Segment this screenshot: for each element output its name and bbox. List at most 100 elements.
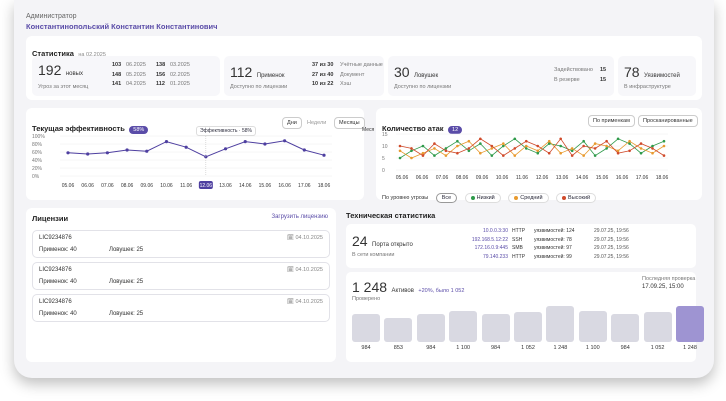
x-tick: 10.06	[496, 175, 509, 181]
asset-bar	[449, 311, 478, 342]
count: 141	[112, 81, 122, 87]
ratio: 10 из 22	[312, 81, 334, 87]
threats-box: 192 новых Угроз за этот месяц 103 06.2025…	[32, 56, 220, 96]
data-point	[502, 154, 505, 157]
tab-scanned[interactable]: Просканированные	[638, 115, 698, 127]
license-applied: Применок: 40	[39, 311, 77, 317]
tab-months[interactable]: Месяцы	[334, 117, 365, 129]
data-point	[662, 144, 666, 148]
months-tab-overflow: Меся	[362, 127, 375, 133]
port-protocol: SMB	[512, 245, 523, 251]
filter-high[interactable]: Высокий	[556, 193, 597, 203]
data-point	[559, 144, 562, 148]
port-ip: 79.140.233	[482, 253, 508, 260]
x-tick: 15.06	[596, 175, 609, 181]
data-point	[662, 139, 666, 143]
license-date: 🗓 04.10.2025	[286, 299, 323, 305]
data-point	[105, 151, 109, 155]
type: Документ	[340, 71, 365, 78]
data-point	[433, 142, 436, 145]
asset-bar	[416, 314, 445, 342]
x-tick: 12.06	[536, 175, 549, 181]
filter-medium-label: Средний	[520, 195, 543, 201]
data-point	[628, 142, 631, 145]
license-item[interactable]: LIC9234876 Применок: 40 Ловушек: 25 🗓 04.10…	[32, 230, 330, 258]
filter-low-label: Низкий	[476, 195, 495, 201]
vuln-label: Уязвимостей	[644, 73, 680, 79]
x-tick: 11.06	[516, 175, 528, 181]
vuln-box: 78 Уязвимостей В инфраструктуре	[618, 56, 696, 96]
assets-change: +20%, было 1 052	[418, 288, 465, 294]
license-id: LIC9234876	[39, 235, 72, 241]
asset-bar	[384, 318, 413, 342]
x-tick: 08.06	[456, 175, 469, 181]
port-ip: 10.0.0.3:30	[482, 228, 508, 234]
tab-by-applied[interactable]: По применкам	[588, 115, 635, 127]
port-vulns: уязвимостей: 78	[534, 236, 572, 243]
data-point	[616, 149, 620, 153]
data-point	[302, 148, 306, 152]
data-point	[628, 139, 631, 143]
data-point	[433, 147, 436, 150]
y-tick: 15	[382, 132, 388, 138]
data-point	[605, 139, 608, 143]
data-point	[490, 147, 494, 150]
data-point	[490, 144, 494, 148]
efficiency-title: Текущая эффективность	[32, 124, 125, 133]
x-tick: 13.06	[556, 175, 569, 181]
upload-license-link[interactable]: Загрузить лицензию	[271, 214, 328, 220]
ports-count: 24	[352, 233, 368, 249]
port-date: 29.07.25, 19:56	[594, 245, 629, 251]
data-point	[536, 149, 540, 153]
assets-box: 1 248 Активов +20%, было 1 052 Проверено…	[346, 272, 704, 362]
tab-days[interactable]: Дни	[282, 117, 302, 129]
threats-count: 192	[38, 62, 62, 78]
filter-all[interactable]: Все	[435, 193, 458, 203]
y-tick: 20%	[32, 166, 43, 172]
user-name[interactable]: Константинопольский Константин Константи…	[26, 22, 218, 31]
data-point	[662, 154, 666, 157]
license-item[interactable]: LIC9234876 Применок: 40 Ловушек: 25 🗓 04.10…	[32, 294, 330, 322]
data-point	[605, 144, 608, 148]
traps-sub: Доступно по лицензии	[394, 84, 452, 90]
x-tick: 06.06	[81, 183, 94, 189]
port-date: 29.07.25, 19:56	[594, 228, 629, 234]
filter-medium[interactable]: Средний	[508, 193, 549, 203]
month: 05.2025	[126, 71, 146, 78]
asset-bar-label: 1 248	[553, 345, 568, 351]
data-point	[444, 149, 448, 153]
data-point	[410, 156, 413, 160]
attacks-title: Количество атак	[382, 124, 444, 133]
efficiency-chart: 100% 80% 60% 40% 20% 0% 05.06 06.06 07.06 08.06 09…	[32, 134, 332, 189]
license-id: LIC9234876	[39, 267, 72, 273]
month: 03.2025	[170, 62, 190, 68]
licenses-card: Лицензии Загрузить лицензию LIC9234876 Пр…	[26, 208, 336, 362]
data-point	[456, 139, 459, 143]
asset-bar	[643, 312, 672, 342]
data-point	[490, 154, 494, 157]
license-date: 🗓 04.10.2025	[286, 235, 323, 241]
data-point	[639, 151, 643, 155]
licenses-title: Лицензии	[32, 214, 69, 223]
y-tick: 0%	[32, 174, 40, 180]
stats-date: на 02.2025	[78, 52, 106, 58]
license-applied: Применок: 40	[39, 247, 77, 253]
data-point	[651, 151, 654, 155]
data-point	[433, 154, 436, 157]
port-vulns: уязвимостей: 124	[534, 228, 575, 234]
data-point	[444, 147, 448, 150]
data-point	[164, 140, 169, 144]
filter-low[interactable]: Низкий	[464, 193, 501, 203]
x-tick: 18.06	[318, 183, 331, 189]
data-point	[570, 147, 574, 150]
trap-state: Задействовано	[554, 67, 593, 73]
y-tick: 5	[382, 156, 385, 162]
data-point	[547, 142, 551, 145]
license-applied: Применок: 40	[39, 279, 77, 285]
applied-label: Применок	[256, 73, 285, 79]
app-frame: Администратор Константинопольский Конста…	[14, 0, 714, 378]
data-point	[86, 152, 90, 156]
tab-weeks[interactable]: Недели	[302, 117, 332, 129]
license-item[interactable]: LIC9234876 Применок: 40 Ловушек: 25 🗓 04.10…	[32, 262, 330, 290]
data-point	[421, 151, 425, 155]
